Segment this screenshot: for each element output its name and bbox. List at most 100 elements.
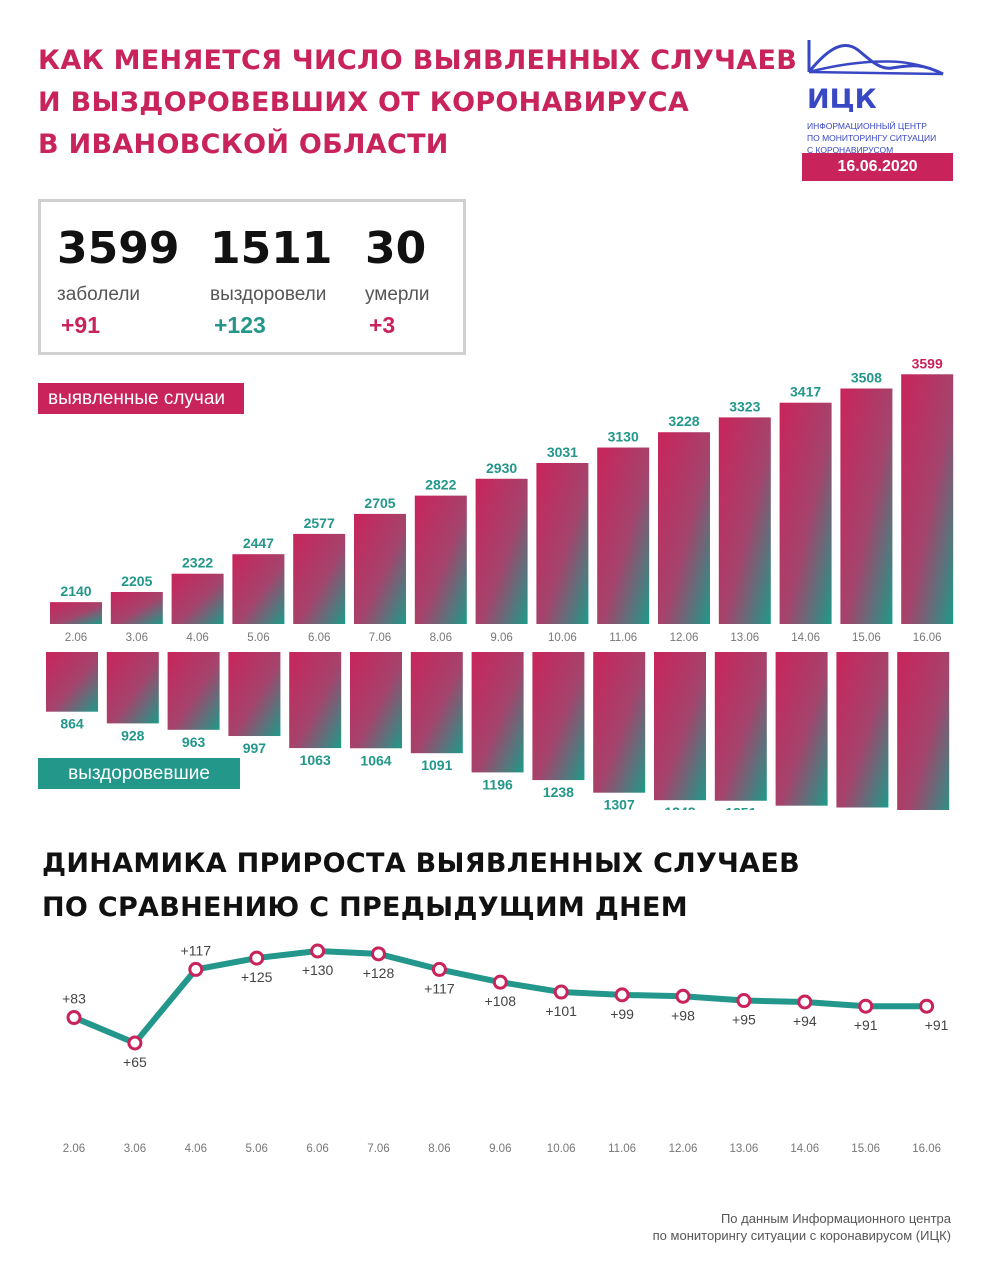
growth-point — [797, 994, 813, 1010]
cases-value-label: 3599 — [912, 355, 943, 371]
cases-value-label: 2205 — [121, 573, 152, 589]
date-label: 8.06 — [430, 632, 452, 644]
growth-point — [127, 1035, 143, 1051]
growth-value-label: +130 — [302, 962, 334, 978]
line-date-label: 15.06 — [851, 1143, 880, 1155]
growth-value-label: +99 — [610, 1006, 634, 1022]
tag-recovered: выздоровевшие — [38, 758, 240, 789]
cases-bar — [293, 533, 346, 624]
cases-value-label: 2930 — [486, 460, 517, 476]
recovered-bar — [106, 652, 159, 724]
growth-point — [66, 1010, 82, 1026]
cases-bar — [840, 388, 893, 624]
cases-bar — [171, 573, 224, 624]
title-line-2: И ВЫЗДОРОВЕВШИХ ОТ КОРОНАВИРУСА — [38, 87, 690, 118]
recovered-bar — [775, 652, 828, 806]
growth-points: +83 +65 +117 +125 +130 +128 +117 +108 +101 +99 +98… — [62, 942, 949, 1070]
date-label: 16.06 — [913, 632, 942, 644]
recovered-bar — [654, 652, 706, 801]
logo-abbr: ИЦК — [807, 84, 877, 115]
growth-value-label: +117 — [181, 942, 212, 958]
recovered-value-label: 1307 — [604, 797, 635, 810]
page-title: КАК МЕНЯЕТСЯ ЧИСЛО ВЫЯВЛЕННЫХ СЛУЧАЕВ И … — [38, 40, 797, 166]
line-date-label: 13.06 — [730, 1143, 759, 1155]
recovered-bar — [532, 652, 585, 781]
growth-point — [371, 946, 386, 962]
recovered-value-label: 1196 — [482, 776, 513, 792]
stat-deaths-delta: +3 — [369, 312, 396, 338]
growth-value-label: +128 — [363, 965, 395, 981]
growth-value-label: +95 — [732, 1012, 756, 1028]
recovered-bar — [46, 652, 98, 712]
line-date-label: 8.06 — [428, 1143, 450, 1155]
footnote-line-2: по мониторингу ситуации с коронавирусом … — [652, 1228, 951, 1243]
summary-box: 3599 заболели +91 1511 выздоровели +123 … — [38, 199, 466, 355]
recovered-bar — [593, 652, 646, 793]
cases-value-label: 3508 — [851, 369, 882, 385]
growth-point — [675, 988, 691, 1004]
cases-bar — [718, 417, 771, 624]
cases-value-label: 2140 — [60, 583, 91, 599]
date-badge: 16.06.2020 — [802, 153, 953, 181]
recovered-value-label: 1091 — [421, 757, 452, 773]
date-label: 2.06 — [65, 632, 87, 644]
recovered-bar — [836, 652, 889, 808]
recovered-value-label: 1064 — [360, 752, 391, 768]
title-line-1: КАК МЕНЯЕТСЯ ЧИСЛО ВЫЯВЛЕННЫХ СЛУЧАЕВ — [38, 45, 798, 76]
cases-value-label: 2322 — [182, 555, 213, 571]
line-date-label: 14.06 — [790, 1143, 819, 1155]
cases-bar — [536, 462, 589, 624]
date-label: 7.06 — [369, 632, 391, 644]
growth-value-label: +108 — [485, 993, 517, 1009]
cases-bar — [414, 495, 467, 624]
cases-bar — [475, 478, 528, 624]
growth-value-label: +125 — [241, 969, 273, 985]
cases-value-label: 2822 — [425, 477, 456, 493]
growth-point — [188, 961, 204, 977]
growth-point — [858, 998, 874, 1014]
line-date-label: 4.06 — [185, 1143, 207, 1155]
cases-bar — [232, 554, 285, 624]
logo-org-line-3: С КОРОНАВИРУСОМ — [807, 145, 894, 155]
tag-cases: выявленные случаи — [38, 383, 244, 414]
cases-value-label: 3130 — [608, 429, 639, 445]
cases-bar — [779, 402, 832, 624]
stat-cases: 3599 заболели +91 — [57, 224, 179, 339]
growth-point — [310, 943, 326, 959]
line-date-label: 5.06 — [246, 1143, 268, 1155]
recovered-bar — [350, 652, 402, 749]
cases-bars: 2140 2205 2322 2447 2577 2705 2822 2930 3031 3130… — [50, 355, 954, 624]
date-label: 13.06 — [730, 632, 759, 644]
date-label: 3.06 — [126, 632, 148, 644]
bar-chart: 2140 2205 2322 2447 2577 2705 2822 2930 3031 3130… — [46, 355, 954, 810]
cases-value-label: 3323 — [729, 398, 760, 414]
cases-bar — [597, 447, 650, 624]
cases-value-label: 2447 — [243, 535, 274, 551]
cases-value-label: 2577 — [304, 515, 335, 531]
date-label: 5.06 — [247, 632, 269, 644]
recovered-bar — [167, 652, 220, 730]
recovered-bar — [228, 652, 281, 737]
logo-wave-icon — [807, 40, 944, 76]
recovered-bar — [471, 652, 524, 773]
logo: ИЦК ИНФОРМАЦИОННЫЙ ЦЕНТР ПО МОНИТОРИНГУ … — [800, 36, 960, 155]
line-chart: +83 +65 +117 +125 +130 +128 +117 +108 +101 +99 +98… — [62, 942, 949, 1155]
recovered-value-label: 1351 — [725, 805, 756, 810]
source-footnote: По данным Информационного центра по мони… — [653, 1210, 951, 1244]
growth-value-label: +117 — [424, 980, 455, 996]
cases-value-label: 3228 — [668, 413, 699, 429]
stat-cases-value: 3599 — [57, 223, 180, 274]
growth-value-label: +94 — [793, 1013, 817, 1029]
growth-point — [553, 984, 569, 1000]
cases-value-label: 3031 — [547, 444, 578, 460]
line-date-label: 10.06 — [547, 1143, 576, 1155]
growth-point — [249, 950, 265, 966]
recovered-bar — [897, 652, 950, 810]
stat-deaths-value: 30 — [365, 223, 427, 274]
stat-recovered-label: выздоровели — [210, 284, 327, 305]
growth-point — [736, 993, 752, 1009]
growth-value-label: +101 — [545, 1003, 577, 1019]
cases-bar — [354, 513, 406, 624]
line-date-labels: 2.06 3.06 4.06 5.06 6.06 7.06 8.06 9.06 10.06 11.… — [63, 1143, 941, 1155]
date-label: 11.06 — [609, 632, 637, 644]
